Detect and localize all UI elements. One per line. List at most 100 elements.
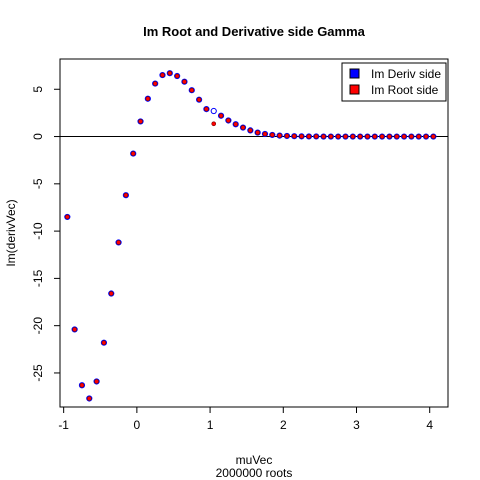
deriv-point [364,133,371,140]
deriv-point [115,239,122,246]
deriv-point [137,118,144,125]
x-tick-label: 2 [280,418,287,432]
legend: Im Deriv side Im Root side [341,62,447,102]
deriv-point [225,117,232,124]
y-tick-label: -10 [31,222,45,240]
root-point [108,291,114,296]
deriv-point [64,213,71,221]
deriv-point [408,133,415,140]
root-point [218,113,224,119]
deriv-point [217,112,225,119]
root-point [343,134,348,139]
root-point [299,134,304,139]
root-point [350,134,356,139]
root-point [306,134,312,139]
deriv-point [261,130,269,138]
deriv-point [393,133,400,140]
legend-swatch-root [349,84,360,95]
root-point [160,72,165,78]
deriv-point [269,131,276,139]
root-point [416,134,422,139]
y-axis: -25 -20 -15 -10 -5 0 5 [31,86,61,382]
deriv-point [100,339,108,346]
deriv-point [357,133,364,140]
root-point [94,379,99,384]
deriv-point [188,87,195,94]
root-point [335,134,341,139]
y-tick-label: -5 [31,178,45,189]
root-point [116,240,121,245]
deriv-point [276,132,283,139]
y-tick-label: 0 [31,133,45,140]
root-point [372,134,378,139]
deriv-point [159,71,166,79]
root-point [182,79,187,84]
root-point [423,134,429,139]
root-point [379,134,385,139]
root-point [233,121,238,127]
deriv-point [254,129,261,136]
y-tick-label: 5 [31,86,45,93]
x-tick-label: -1 [58,418,69,432]
x-tick-label: 4 [426,418,433,432]
data-points [64,70,437,402]
deriv-point [422,133,430,140]
root-point [86,396,92,401]
deriv-point [93,378,100,385]
y-tick-label: -20 [31,317,45,335]
root-point [189,87,195,93]
x-tick-label: 3 [353,418,360,432]
root-point [248,128,253,133]
deriv-point [247,127,254,134]
root-point [204,106,209,112]
root-point [262,131,268,137]
deriv-point [78,382,86,389]
root-point [387,134,392,139]
deriv-point [181,78,188,85]
deriv-point [342,133,349,140]
x-tick-label: 1 [207,418,214,432]
deriv-point [152,80,159,87]
root-point [226,118,231,123]
deriv-point [232,121,239,128]
deriv-point [298,133,305,140]
deriv-point [283,132,291,140]
deriv-point [327,133,334,140]
root-point [211,121,217,127]
deriv-point [335,133,342,140]
root-point [152,81,158,86]
root-point [284,133,290,139]
x-axis-sublabel: 2000000 roots [216,466,293,480]
deriv-point [144,95,151,102]
root-point [270,132,275,138]
root-point [240,125,246,130]
legend-label-root: Im Root side [371,83,439,97]
root-point [79,382,85,388]
x-axis: -1 0 1 2 3 4 [58,406,433,432]
root-point [357,134,363,139]
deriv-point [239,124,247,131]
root-point [101,340,107,345]
deriv-point [166,70,173,77]
deriv-point [174,72,181,80]
deriv-point [415,133,422,140]
root-point [145,96,151,102]
deriv-point [291,133,298,140]
root-point [313,134,319,139]
deriv-point [313,133,320,140]
deriv-point [86,395,93,402]
chart-title: Im Root and Derivative side Gamma [143,24,366,39]
root-point [123,192,129,198]
deriv-point [430,133,437,140]
root-point [409,134,414,139]
y-axis-label: Im(derivVec) [4,199,18,266]
root-point [167,70,173,76]
deriv-point [203,106,210,113]
root-point [72,327,77,332]
deriv-point [320,133,327,140]
root-point [196,97,202,102]
legend-label-deriv: Im Deriv side [371,67,441,81]
y-tick-label: -15 [31,269,45,287]
deriv-point [130,150,137,157]
